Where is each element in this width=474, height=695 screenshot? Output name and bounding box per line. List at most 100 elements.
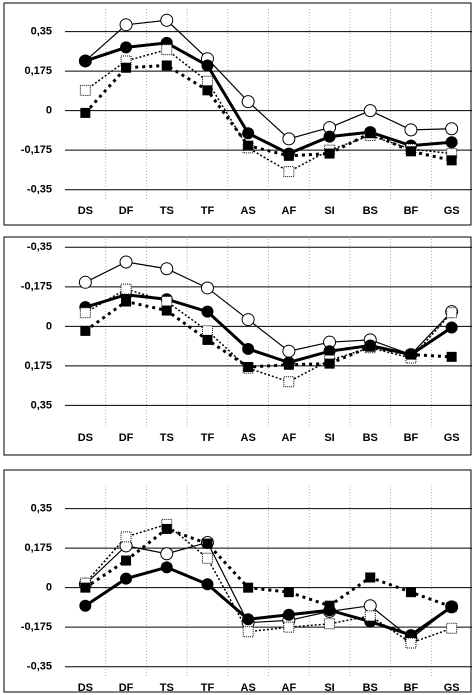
y-tick-label: 0,35 xyxy=(31,502,52,514)
marker xyxy=(446,601,457,612)
marker xyxy=(80,107,91,118)
marker xyxy=(365,128,376,139)
x-tick-label: AS xyxy=(241,682,256,694)
marker xyxy=(243,582,254,593)
marker xyxy=(201,552,213,564)
series-line xyxy=(84,288,453,383)
marker xyxy=(119,18,133,32)
marker xyxy=(404,123,418,137)
x-tick-label: SI xyxy=(324,432,334,444)
x-tick-label: AF xyxy=(282,432,297,444)
y-tick-label: 0,35 xyxy=(31,25,52,37)
marker xyxy=(445,321,458,334)
marker xyxy=(241,95,255,109)
marker xyxy=(241,313,255,327)
marker xyxy=(405,587,416,598)
marker xyxy=(365,572,376,583)
marker xyxy=(365,341,376,352)
marker xyxy=(446,307,458,319)
x-tick-label: BF xyxy=(404,682,419,694)
x-tick-label: BF xyxy=(404,432,419,444)
series-line xyxy=(84,48,452,173)
marker xyxy=(242,613,255,626)
marker xyxy=(283,150,294,161)
y-tick-label: -0,175 xyxy=(21,281,52,293)
series-line xyxy=(84,63,452,162)
series-line xyxy=(85,261,453,356)
x-tick-label: SI xyxy=(324,682,334,694)
marker xyxy=(364,610,376,622)
series-line xyxy=(84,41,452,156)
marker xyxy=(243,140,254,151)
panel-frame xyxy=(3,236,472,456)
marker xyxy=(160,561,173,574)
y-tick-label: 0 xyxy=(46,105,52,117)
marker xyxy=(79,54,92,67)
x-tick-label: DS xyxy=(78,432,93,444)
marker xyxy=(446,155,457,166)
marker xyxy=(282,608,295,621)
marker xyxy=(405,349,416,360)
marker xyxy=(446,351,457,362)
marker xyxy=(201,305,214,318)
marker xyxy=(445,122,459,136)
marker xyxy=(282,344,296,358)
marker xyxy=(283,359,294,370)
marker xyxy=(161,60,172,71)
y-tick-label: -0,35 xyxy=(27,661,52,673)
x-tick-label: BS xyxy=(363,682,378,694)
marker xyxy=(445,136,458,149)
series-line xyxy=(84,541,453,640)
marker xyxy=(202,538,213,549)
y-tick-label: 0,35 xyxy=(31,399,52,411)
marker xyxy=(283,166,295,178)
panel-frame xyxy=(3,2,472,226)
marker xyxy=(160,262,174,276)
marker xyxy=(324,600,335,611)
y-tick-label: -0,35 xyxy=(27,184,52,196)
marker xyxy=(283,621,295,633)
x-tick-label: AS xyxy=(241,432,256,444)
series-line xyxy=(84,299,452,369)
series-line xyxy=(84,523,452,644)
marker xyxy=(363,104,377,118)
marker xyxy=(121,555,132,566)
x-tick-label: BS xyxy=(363,205,378,217)
x-tick-label: GS xyxy=(444,205,460,217)
series-line xyxy=(84,19,452,140)
marker xyxy=(202,334,213,345)
marker xyxy=(121,296,132,307)
marker xyxy=(363,599,377,613)
marker xyxy=(161,296,173,308)
x-tick-label: GS xyxy=(444,682,460,694)
marker xyxy=(120,283,132,295)
marker xyxy=(120,531,132,543)
marker xyxy=(79,599,92,612)
y-tick-label: -0,175 xyxy=(21,621,52,633)
y-tick-label: 0,175 xyxy=(24,360,52,372)
y-tick-label: -0,35 xyxy=(27,241,52,253)
y-tick-label: 0 xyxy=(46,582,52,594)
marker xyxy=(80,325,91,336)
marker xyxy=(405,637,417,649)
marker xyxy=(323,130,336,143)
x-tick-label: SI xyxy=(324,205,334,217)
x-tick-label: BF xyxy=(404,205,419,217)
marker xyxy=(243,362,254,373)
marker xyxy=(80,582,91,593)
marker xyxy=(242,342,255,355)
x-tick-label: DF xyxy=(119,205,134,217)
marker xyxy=(242,127,255,140)
marker xyxy=(242,626,254,638)
y-tick-label: 0 xyxy=(46,320,52,332)
x-tick-label: TF xyxy=(201,205,215,217)
x-tick-label: TS xyxy=(160,682,174,694)
marker xyxy=(446,622,458,634)
marker xyxy=(201,59,214,72)
marker xyxy=(283,376,295,388)
marker xyxy=(161,523,172,534)
series-line xyxy=(84,527,453,609)
marker xyxy=(202,85,213,96)
marker xyxy=(405,146,416,157)
x-tick-label: AF xyxy=(282,205,297,217)
